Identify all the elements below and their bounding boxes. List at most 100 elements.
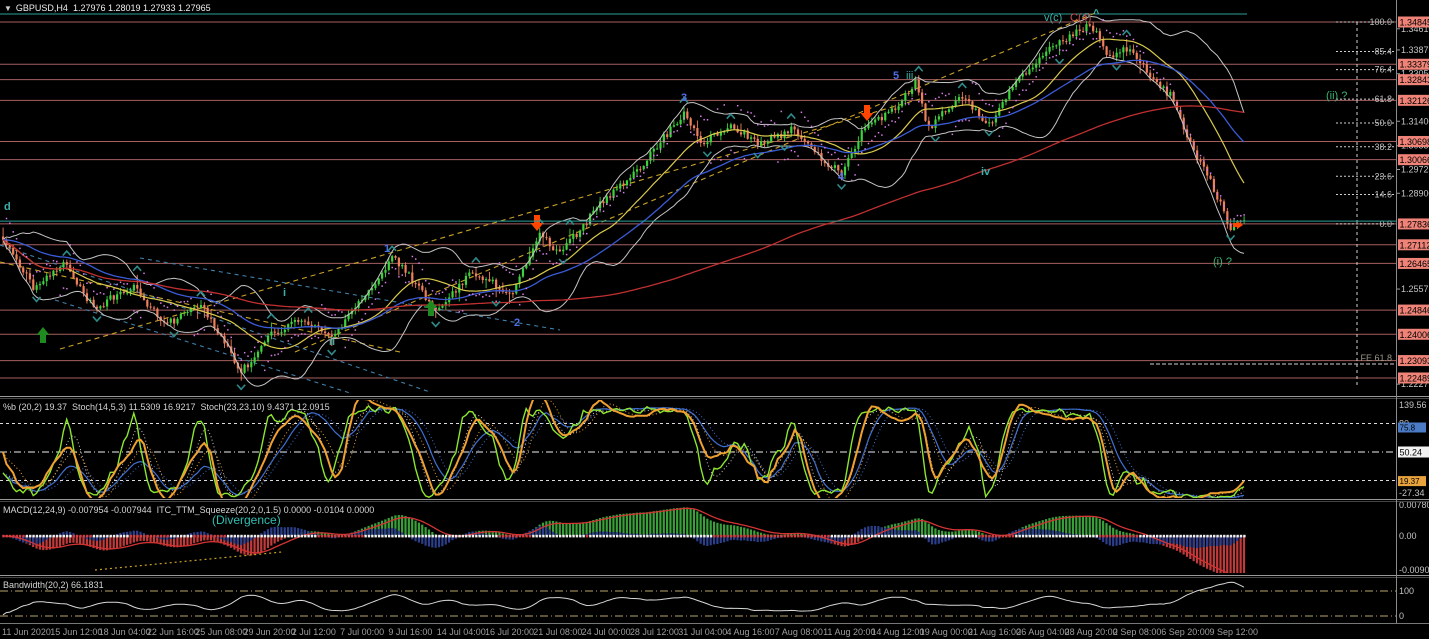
- time-label: 7 Aug 08:00: [774, 627, 823, 637]
- time-label: 14 Aug 12:00: [871, 627, 925, 637]
- svg-text:1.24846: 1.24846: [1400, 306, 1429, 316]
- time-label: 19 Aug 00:00: [919, 627, 973, 637]
- wave-label: 1: [384, 243, 390, 255]
- svg-text:0.00: 0.00: [1399, 531, 1417, 541]
- svg-text:1.34845: 1.34845: [1400, 18, 1429, 28]
- svg-text:1.31400: 1.31400: [1401, 116, 1429, 126]
- time-label: 28 Aug 20:00: [1064, 627, 1118, 637]
- time-label: 9 Sep 12:00: [1209, 627, 1259, 637]
- psar-dots: [5, 19, 1245, 372]
- time-label: 2 Jul 12:00: [291, 627, 336, 637]
- time-label: 7 Jul 00:00: [340, 627, 385, 637]
- sell-signal-arrow: [530, 215, 544, 231]
- wave-label: (ii) ?: [1326, 90, 1347, 102]
- wave-label: (i) ?: [1213, 256, 1232, 268]
- svg-text:0: 0: [1399, 611, 1404, 621]
- wave-label: C(4): [1070, 12, 1091, 24]
- bandwidth-pane-label: Bandwidth(20,2) 66.1831: [3, 580, 104, 590]
- stochastic-pane-label: %b (20,2) 19.37 Stoch(14,5,3) 11.5309 16…: [3, 402, 330, 412]
- main-pane: [0, 13, 1396, 394]
- buy-signal-arrow: [36, 327, 50, 343]
- sell-signal-arrow: [860, 105, 874, 121]
- svg-text:1.32126: 1.32126: [1400, 96, 1429, 106]
- svg-text:139.56: 139.56: [1399, 400, 1427, 410]
- time-label: 9 Jul 16:00: [388, 627, 433, 637]
- signal-arrows: [36, 105, 1243, 343]
- fibonacci: 100.0 85.4 76.4 61.8 50.0 38.2 23.6 14.6 0.0 FE 6…: [1150, 17, 1396, 388]
- svg-text:1.25575: 1.25575: [1401, 284, 1429, 294]
- divergence-annotation: (Divergence): [212, 513, 281, 527]
- svg-text:1.33875: 1.33875: [1401, 45, 1429, 55]
- svg-text:1.34610: 1.34610: [1401, 24, 1429, 34]
- price-axis[interactable]: 1.346101.338751.330501.314001.305501.297…: [1396, 16, 1429, 622]
- svg-text:1.33379: 1.33379: [1400, 60, 1429, 70]
- svg-text:1.22275: 1.22275: [1401, 379, 1429, 389]
- wave-label: 4: [838, 171, 845, 183]
- svg-text:1.30698: 1.30698: [1400, 137, 1429, 147]
- svg-text:1.28900: 1.28900: [1401, 188, 1429, 198]
- svg-text:75.8: 75.8: [1400, 423, 1416, 432]
- time-label: 14 Jul 04:00: [436, 627, 486, 637]
- level-lines: [0, 13, 1396, 379]
- symbol-title: GBPUSD,H4: [15, 3, 68, 13]
- time-label: 11 Jun 2020: [2, 627, 51, 637]
- svg-text:-27.34: -27.34: [1399, 488, 1425, 498]
- svg-text:61.8: 61.8: [1374, 94, 1392, 104]
- svg-text:1.30066: 1.30066: [1400, 155, 1429, 165]
- svg-text:38.2: 38.2: [1374, 142, 1392, 152]
- svg-text:76.4: 76.4: [1374, 65, 1392, 75]
- svg-text:85.4: 85.4: [1374, 46, 1392, 56]
- svg-text:-0.009012: -0.009012: [1399, 565, 1429, 575]
- svg-text:1.27836: 1.27836: [1400, 219, 1429, 229]
- time-label: 6 Sep 20:00: [1161, 627, 1210, 637]
- svg-text:1.29725: 1.29725: [1401, 165, 1429, 175]
- time-label: 22 Jun 16:00: [146, 627, 199, 637]
- buy-signal-arrow: [424, 300, 438, 316]
- macd-pane-label: MACD(12,24,9) -0.007954 -0.007944 ITC_TT…: [3, 505, 375, 515]
- wave-label: ii: [329, 336, 335, 348]
- svg-text:1.27112: 1.27112: [1400, 240, 1429, 250]
- svg-text:1.32843: 1.32843: [1400, 75, 1429, 85]
- svg-text:0.007804: 0.007804: [1399, 500, 1429, 510]
- time-label: 26 Aug 04:00: [1016, 627, 1070, 637]
- svg-text:1.23093: 1.23093: [1400, 356, 1429, 366]
- symbol-dropdown-icon[interactable]: ▼: [4, 4, 12, 13]
- wave-label: iii: [906, 70, 913, 82]
- svg-text:1.22489: 1.22489: [1400, 373, 1429, 383]
- wave-label: ^: [1093, 8, 1100, 20]
- wave-label: v(c): [1044, 12, 1062, 24]
- wave-label: d: [4, 201, 11, 213]
- fractal-arrows: [31, 13, 1236, 391]
- chart-title-bar: ▼ GBPUSD,H4 1.27976 1.28019 1.27933 1.279…: [4, 3, 211, 13]
- bandwidth-pane: [0, 581, 1396, 617]
- svg-text:100.0: 100.0: [1369, 17, 1392, 27]
- svg-text:19.37: 19.37: [1400, 477, 1421, 486]
- sell-signal-arrow: [1233, 221, 1243, 229]
- svg-text:50.24: 50.24: [1400, 448, 1423, 458]
- wave-label: 2: [514, 317, 520, 329]
- svg-text:100: 100: [1399, 586, 1414, 596]
- svg-text:23.6: 23.6: [1374, 171, 1392, 181]
- time-label: 2 Sep 08:00: [1112, 627, 1162, 637]
- time-label: 31 Jul 04:00: [678, 627, 728, 637]
- time-label: 21 Aug 16:00: [968, 627, 1022, 637]
- wave-label: 3: [681, 92, 687, 104]
- svg-text:1.26465: 1.26465: [1400, 259, 1429, 269]
- svg-text:50.0: 50.0: [1374, 118, 1392, 128]
- ohlc-values: 1.27976 1.28019 1.27933 1.27965: [72, 3, 211, 13]
- time-label: 21 Jul 08:00: [533, 627, 583, 637]
- wave-label: i: [283, 287, 286, 299]
- time-label: 18 Jun 04:00: [98, 627, 151, 637]
- time-label: 11 Aug 20:00: [823, 627, 876, 637]
- time-label: 15 Jun 12:00: [50, 627, 103, 637]
- svg-text:1.33050: 1.33050: [1401, 69, 1429, 79]
- time-label: 16 Jul 20:00: [485, 627, 535, 637]
- wave-label: iv: [981, 166, 991, 178]
- svg-text:FE 61.8: FE 61.8: [1360, 353, 1392, 363]
- time-axis[interactable]: 11 Jun 2020 15 Jun 12:00 18 Jun 04:00 22 Ju…: [0, 625, 1429, 639]
- time-label: 25 Jun 08:00: [195, 627, 248, 637]
- time-label: 24 Jul 00:00: [581, 627, 631, 637]
- pane-separators: [0, 0, 1429, 624]
